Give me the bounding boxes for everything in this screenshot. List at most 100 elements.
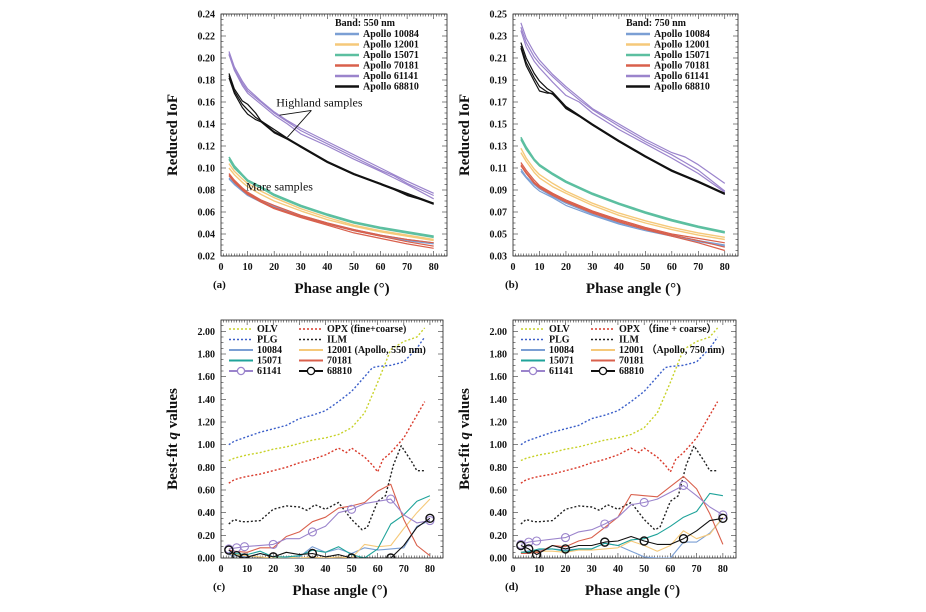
x-tick-label: 60 — [667, 262, 677, 273]
legend-label-ilm: ILM — [327, 335, 348, 346]
series-line-12001 — [520, 516, 724, 553]
x-tick-label: 0 — [219, 564, 224, 575]
series-line-olv — [228, 327, 426, 462]
series-70181 — [228, 483, 431, 557]
y-tick-label: 1.60 — [490, 372, 508, 383]
legend-marker-61141 — [528, 366, 538, 376]
data-point-68810 — [524, 544, 534, 554]
x-tick-label: 40 — [322, 262, 332, 273]
series-line-apollo-68810-3 — [228, 77, 434, 204]
x-tick-label: 0 — [219, 262, 224, 273]
legend-label-70181: 70181 — [619, 356, 644, 367]
y-axis-title-part: Best-fit — [165, 439, 181, 489]
legend-label-apollo-68810: Apollo 68810 — [654, 82, 710, 93]
y-axis-title-part: values — [457, 388, 473, 432]
y-tick-label: 0.40 — [198, 508, 216, 519]
y-tick-label: 1.20 — [490, 418, 508, 429]
y-tick-label: 0.25 — [490, 10, 508, 21]
series-line-plg — [520, 336, 719, 446]
y-tick-label: 2.00 — [490, 327, 508, 338]
x-axis-title: Phase angle (°) — [292, 583, 387, 599]
y-tick-label: 1.40 — [490, 395, 508, 406]
series-line-apollo-15071-1 — [228, 156, 434, 237]
series-apollo-61141 — [520, 22, 726, 193]
data-layer — [224, 327, 435, 558]
series-68810 — [224, 513, 435, 558]
x-tick-label: 80 — [425, 564, 435, 575]
series-line-opx-fine-coarse — [228, 401, 426, 484]
legend-label-15071: 15071 — [257, 356, 282, 367]
series-12001 — [520, 516, 724, 553]
y-tick-label: 0.04 — [198, 230, 216, 241]
x-tick-label: 20 — [269, 262, 279, 273]
y-tick-label: 0.80 — [490, 463, 508, 474]
legend-label-15071: 15071 — [549, 356, 574, 367]
y-axis-title-italic: q — [457, 431, 473, 439]
y-tick-label: 0.02 — [198, 252, 216, 263]
legend-label-apollo-68810: Apollo 68810 — [363, 82, 419, 93]
x-tick-label: 50 — [639, 564, 649, 575]
legend-label-olv: OLV — [549, 324, 571, 335]
x-tick-label: 50 — [347, 564, 357, 575]
x-tick-label: 30 — [296, 262, 306, 273]
data-point-61141 — [386, 494, 396, 504]
series-61141 — [224, 494, 435, 554]
y-axis-title: Best-fit q values — [457, 388, 473, 490]
series-line-68810 — [228, 517, 431, 558]
series-line-apollo-70181-1 — [520, 162, 725, 244]
series-line-apollo-61141-3 — [520, 30, 726, 193]
series-line-apollo-12001-2 — [520, 152, 725, 241]
data-point-68810 — [639, 536, 649, 546]
data-point-61141 — [532, 536, 542, 546]
data-point-68810 — [531, 549, 542, 558]
y-tick-label: 2.00 — [198, 327, 216, 338]
legend-label-opx-fine-coarse: OPX (fine+coarse) — [327, 324, 406, 335]
x-axis-title: Phase angle (°) — [294, 281, 389, 297]
data-point-68810 — [718, 513, 728, 524]
y-tick-label: 0.00 — [198, 554, 216, 565]
series-line-apollo-70181-1 — [228, 173, 434, 244]
legend-label-12001-apollo-550-nm: 12001 (Apollo, 550 nm) — [327, 345, 426, 356]
data-point-68810 — [560, 544, 571, 554]
data-point-68810 — [224, 545, 234, 555]
y-tick-label: 0.20 — [490, 531, 508, 542]
x-tick-label: 80 — [718, 564, 728, 575]
legend-label-apollo-10084: Apollo 10084 — [654, 29, 710, 40]
series-olv — [520, 327, 719, 462]
y-tick-label: 0.22 — [198, 32, 216, 43]
legend-label-olv: OLV — [257, 324, 279, 335]
y-tick-label: 1.00 — [490, 440, 508, 451]
x-tick-label: 70 — [693, 262, 703, 273]
legend-label-apollo-70181: Apollo 70181 — [363, 61, 419, 72]
x-tick-label: 50 — [349, 262, 359, 273]
x-tick-label: 10 — [534, 262, 544, 273]
legend-label-opx-fine-coarse: OPX （fine + coarse） — [619, 322, 717, 335]
y-tick-label: 0.20 — [198, 531, 216, 542]
series-68810 — [516, 513, 728, 558]
series-opx-fine-coarse — [520, 401, 719, 484]
x-tick-label: 40 — [320, 564, 330, 575]
data-point-68810 — [307, 548, 318, 558]
legend-label-plg: PLG — [257, 335, 278, 346]
series-apollo-68810 — [228, 73, 434, 205]
legend-title: Band: 550 nm — [335, 18, 396, 29]
y-tick-label: 0.19 — [490, 76, 508, 87]
series-line-ilm — [228, 445, 425, 531]
data-point-68810 — [386, 553, 396, 558]
data-point-68810 — [678, 534, 689, 544]
data-layer — [516, 327, 728, 558]
series-plg — [520, 336, 719, 446]
series-10084 — [520, 517, 724, 558]
series-line-apollo-68810-2 — [228, 75, 434, 205]
annotation-pointer — [279, 109, 312, 116]
x-tick-label: 70 — [692, 564, 702, 575]
x-tick-label: 30 — [587, 564, 597, 575]
legend-label-apollo-12001: Apollo 12001 — [363, 40, 419, 51]
y-tick-label: 0.80 — [198, 463, 216, 474]
x-tick-label: 70 — [402, 262, 412, 273]
series-line-apollo-61141-1 — [228, 51, 434, 194]
panel-a: 0 10 20 30 40 50 60 70 80 0.02 0.04 0.06 0.08 0.10 0.1… — [165, 10, 448, 297]
y-tick-label: 0.13 — [490, 142, 508, 153]
legend-marker-61141 — [236, 366, 246, 376]
